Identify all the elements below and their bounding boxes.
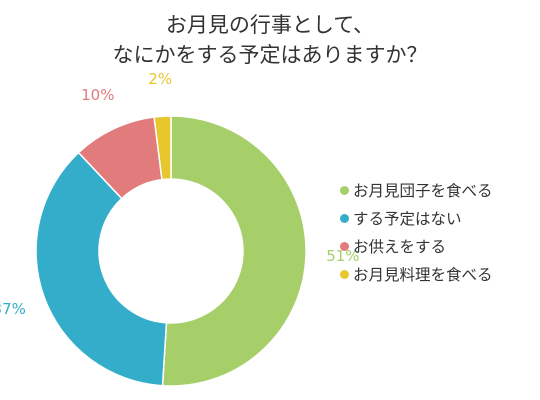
- legend-swatch: [340, 269, 349, 279]
- donut-slice: [161, 115, 307, 387]
- chart-title-line-2: なにかをする予定はありますか？: [112, 43, 428, 67]
- legend-swatch: [340, 213, 349, 223]
- chart-title-line-1: お月見の行事として、: [165, 13, 375, 37]
- legend-label: お月見料理を食べる: [353, 266, 493, 284]
- chart-title: お月見の行事として、 なにかをする予定はありますか？: [0, 10, 540, 70]
- legend-item: する予定はない: [340, 204, 493, 232]
- slice-percent-label: 10%: [81, 86, 114, 104]
- slice-percent-label: 2%: [148, 70, 172, 88]
- donut-slice: [153, 115, 172, 181]
- legend-swatch: [340, 241, 349, 251]
- legend-item: お月見料理を食べる: [340, 260, 493, 288]
- legend-item: お供えをする: [340, 232, 493, 260]
- legend-label: する予定はない: [353, 210, 462, 228]
- slice-percent-label: 51%: [326, 247, 359, 265]
- donut-slice: [35, 151, 168, 387]
- legend-item: お月見団子を食べる: [340, 176, 493, 204]
- legend-label: お月見団子を食べる: [353, 182, 493, 200]
- slice-percent-label: 37%: [0, 300, 26, 318]
- legend-swatch: [340, 185, 349, 195]
- chart-legend: お月見団子を食べる する予定はない お供えをする お月見料理を食べる: [340, 176, 493, 288]
- legend-label: お供えをする: [353, 238, 447, 256]
